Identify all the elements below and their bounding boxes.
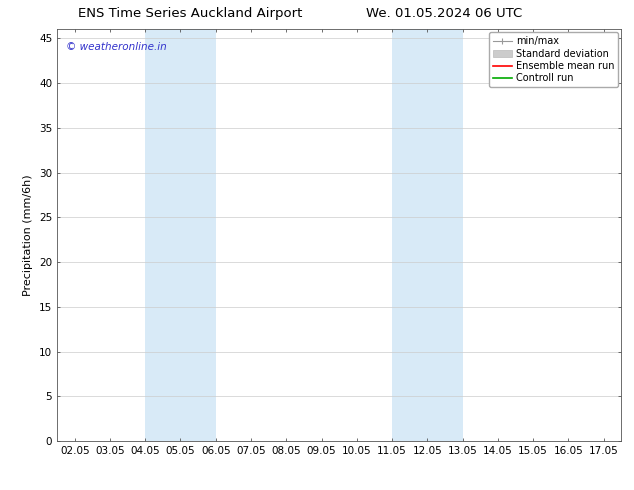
Y-axis label: Precipitation (mm/6h): Precipitation (mm/6h) — [23, 174, 34, 296]
Text: © weatheronline.in: © weatheronline.in — [65, 42, 166, 52]
Text: We. 01.05.2024 06 UTC: We. 01.05.2024 06 UTC — [366, 7, 522, 21]
Legend: min/max, Standard deviation, Ensemble mean run, Controll run: min/max, Standard deviation, Ensemble me… — [489, 32, 618, 87]
Text: ENS Time Series Auckland Airport: ENS Time Series Auckland Airport — [78, 7, 302, 21]
Bar — [145, 29, 216, 441]
Bar — [392, 29, 463, 441]
